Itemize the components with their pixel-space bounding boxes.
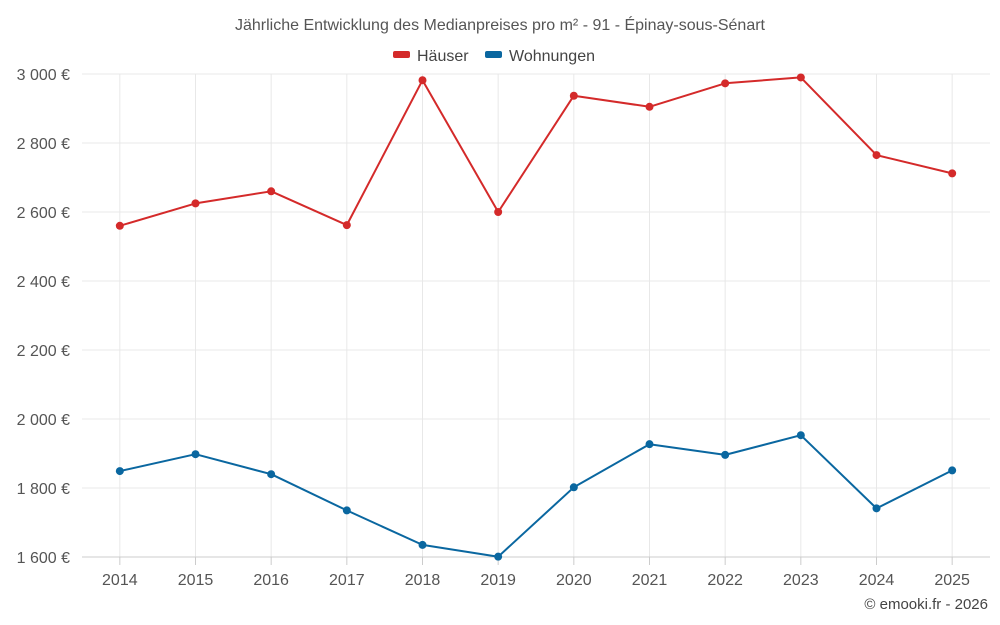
y-tick-label: 3 000 € <box>17 67 70 84</box>
y-tick-label: 1 600 € <box>17 550 70 567</box>
y-tick-label: 1 800 € <box>17 481 70 498</box>
y-tick-label: 2 400 € <box>17 274 70 291</box>
y-axis: 1 600 € 1 800 € 2 000 € 2 200 € 2 400 € 2 600… <box>17 67 70 567</box>
x-tick-label: 2023 <box>783 572 819 589</box>
chart-title: Jährliche Entwicklung des Medianpreises … <box>235 15 766 34</box>
data-point-0-3[interactable] <box>342 221 351 230</box>
x-tick-label: 2018 <box>405 572 441 589</box>
x-tick-label: 2014 <box>102 572 138 589</box>
x-tick-label: 2019 <box>480 572 516 589</box>
data-point-0-5[interactable] <box>494 208 503 216</box>
legend-swatch-haeuser[interactable] <box>393 51 410 58</box>
data-point-1-6[interactable] <box>569 483 578 492</box>
data-point-1-7[interactable] <box>645 440 654 449</box>
x-tick-label: 2016 <box>253 572 289 589</box>
data-point-0-11[interactable] <box>948 169 957 178</box>
x-tick-label: 2017 <box>329 572 365 589</box>
series-line-1[interactable] <box>119 434 953 558</box>
data-point-1-4[interactable] <box>418 540 427 549</box>
data-point-1-2[interactable] <box>267 470 276 479</box>
data-point-1-5[interactable] <box>494 552 503 561</box>
x-tick-label: 2024 <box>859 572 895 589</box>
legend-swatch-wohnungen[interactable] <box>485 51 502 58</box>
data-point-1-9[interactable] <box>796 431 805 440</box>
data-point-1-3[interactable] <box>342 506 351 515</box>
data-point-0-8[interactable] <box>721 79 730 88</box>
credit: © emooki.fr - 2026 <box>864 596 988 613</box>
x-tick-label: 2021 <box>632 572 668 589</box>
data-point-1-8[interactable] <box>721 450 730 459</box>
x-tick-label: 2022 <box>707 572 743 589</box>
data-point-0-10[interactable] <box>872 151 881 160</box>
data-point-0-2[interactable] <box>267 187 276 196</box>
y-tick-label: 2 000 € <box>17 412 70 429</box>
x-tick-label: 2015 <box>178 572 214 589</box>
data-point-0-7[interactable] <box>645 102 654 111</box>
y-tick-label: 2 800 € <box>17 136 70 153</box>
y-tick-label: 2 600 € <box>17 205 70 222</box>
data-point-1-0[interactable] <box>115 467 124 476</box>
series-layer <box>115 73 957 561</box>
data-point-1-1[interactable] <box>191 450 200 459</box>
legend-label-haeuser[interactable]: Häuser <box>417 48 469 65</box>
data-point-0-0[interactable] <box>115 221 124 230</box>
x-axis: 2014 2015 2016 2017 2018 2019 2020 2021 2022 2023… <box>82 556 990 589</box>
data-point-1-11[interactable] <box>948 466 957 475</box>
data-point-0-1[interactable] <box>191 199 200 208</box>
x-tick-label: 2020 <box>556 572 592 589</box>
legend[interactable]: Häuser Wohnungen <box>393 48 595 65</box>
data-point-1-10[interactable] <box>872 504 881 513</box>
legend-label-wohnungen[interactable]: Wohnungen <box>509 48 595 65</box>
x-tick-label: 2025 <box>934 572 970 589</box>
data-point-0-6[interactable] <box>569 91 578 100</box>
series-line-0[interactable] <box>119 76 953 227</box>
y-tick-label: 2 200 € <box>17 343 70 360</box>
data-point-0-9[interactable] <box>796 73 805 82</box>
data-point-0-4[interactable] <box>418 76 427 85</box>
grid <box>82 73 990 558</box>
